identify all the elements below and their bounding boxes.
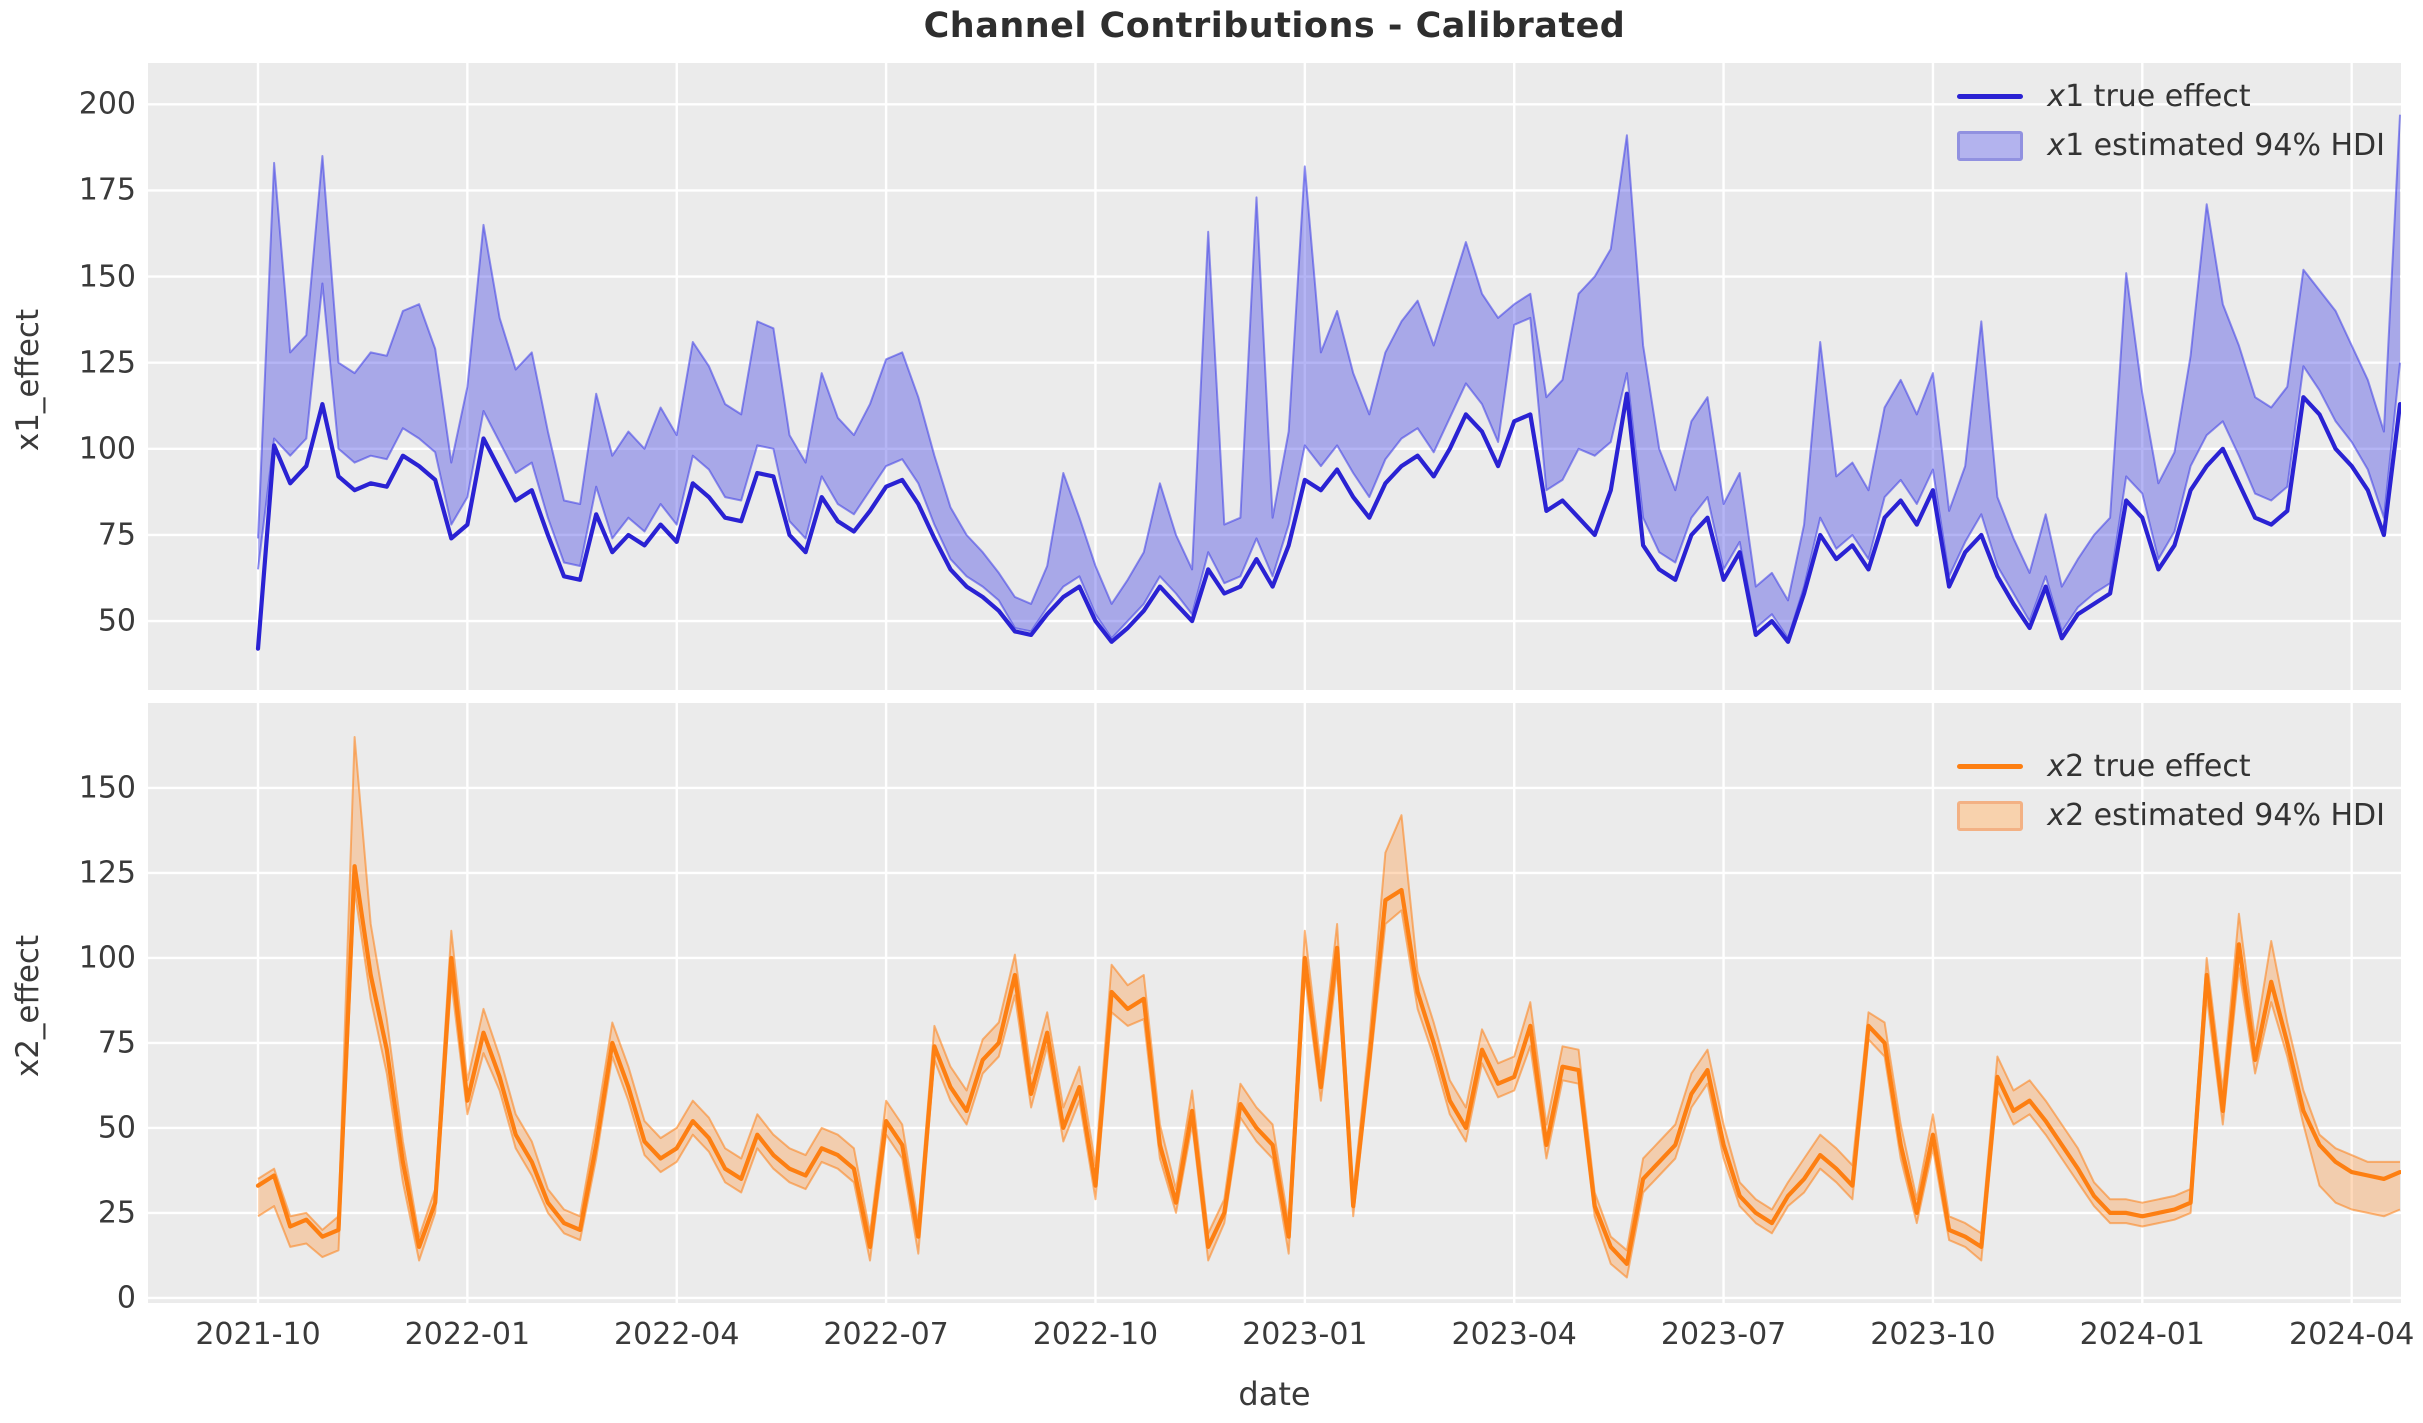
y-tick-label: 200 (78, 86, 136, 122)
y-tick-label: 150 (78, 770, 136, 806)
x-tick-label: 2023-07 (1660, 1317, 1787, 1352)
x-tick-label: 2022-07 (823, 1317, 949, 1352)
x1-legend-var: x (2047, 79, 2066, 114)
y-tick-label: 150 (78, 259, 136, 295)
y-tick-label: 75 (97, 1025, 136, 1061)
hdi-band (258, 114, 2400, 639)
y-tick-label: 175 (78, 172, 136, 208)
x-axis-label: date (1238, 1375, 1311, 1413)
x1-chart-area (148, 63, 2401, 690)
y-tick-label: 100 (78, 940, 136, 976)
x-tick-label: 2024-04 (2288, 1317, 2415, 1352)
x1-legend: x1 true effect x1 estimated 94% HDI (1957, 79, 2385, 163)
x-tick-label: 2022-04 (614, 1317, 740, 1352)
y-tick-label: 50 (97, 603, 136, 639)
true-effect-line (255, 391, 2401, 651)
x1-band-swatch-icon (1957, 130, 2024, 161)
x1-legend-hdi-var: x (2047, 128, 2066, 163)
subplot-x2: x2 true effect x2 estimated 94% HDI (148, 703, 2401, 1303)
y-tick-label: 125 (78, 855, 136, 891)
x-tick-label: 2023-10 (1870, 1317, 1996, 1352)
x-tick-label: 2024-01 (2079, 1317, 2205, 1352)
x2-chart-area (148, 703, 2401, 1303)
x-tick-label: 2022-10 (1032, 1317, 1159, 1352)
hdi-band-upper-edge (257, 114, 2401, 605)
x2-legend-hdi-text: 2 estimated 94% HDI (2065, 798, 2385, 833)
x1-legend-text: 1 true effect (2065, 79, 2251, 114)
x2-legend-var: x (2047, 749, 2066, 784)
y-tick-label: 75 (97, 517, 136, 553)
x2-legend-label: x2 true effect (2047, 749, 2250, 784)
subplot-x1: x1 true effect x1 estimated 94% HDI (148, 63, 2401, 690)
true-effect-line (255, 864, 2401, 1267)
y-tick-label: 125 (78, 345, 136, 381)
x1-line-swatch-icon (1957, 94, 2024, 99)
x2-legend-label-hdi: x2 estimated 94% HDI (2047, 798, 2385, 833)
x-tick-label: 2023-04 (1451, 1317, 1577, 1352)
x1-legend-hdi-text: 1 estimated 94% HDI (2065, 128, 2385, 163)
x2-line-swatch-icon (1957, 764, 2024, 769)
y-tick-label: 50 (97, 1110, 136, 1146)
x1-legend-entry-band: x1 estimated 94% HDI (1957, 128, 2385, 163)
x-tick-label: 2021-10 (195, 1317, 321, 1352)
x-tick-label: 2022-01 (404, 1317, 531, 1352)
y-tick-label: 0 (116, 1280, 136, 1316)
x1-legend-label-hdi: x1 estimated 94% HDI (2047, 128, 2385, 163)
x2-legend-hdi-var: x (2047, 798, 2066, 833)
y-tick-label: 100 (78, 431, 136, 467)
hdi-band-upper-edge (257, 736, 2400, 1252)
x2-legend-text: 2 true effect (2065, 749, 2251, 784)
x2-band-swatch-icon (1957, 800, 2024, 831)
x1-legend-entry-line: x1 true effect (1957, 79, 2385, 114)
x2-legend-entry-line: x2 true effect (1957, 749, 2385, 784)
x2-legend-entry-band: x2 estimated 94% HDI (1957, 798, 2385, 833)
x1-legend-label: x1 true effect (2047, 79, 2250, 114)
x-tick-label: 2023-01 (1242, 1317, 1368, 1352)
hdi-band-lower-edge (257, 282, 2401, 640)
x2-legend: x2 true effect x2 estimated 94% HDI (1957, 749, 2385, 833)
y-tick-label: 25 (97, 1195, 136, 1231)
chart-title: Channel Contributions - Calibrated (923, 6, 1626, 46)
